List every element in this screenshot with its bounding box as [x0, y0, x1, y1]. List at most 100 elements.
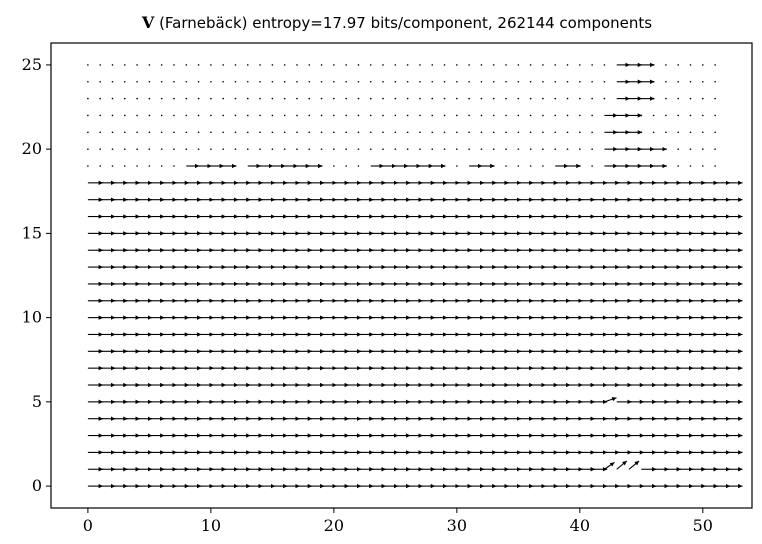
- flow-dot: [406, 114, 409, 117]
- flow-dot: [554, 80, 557, 83]
- flow-dot: [677, 114, 680, 117]
- flow-dot: [357, 148, 360, 150]
- flow-dot: [111, 97, 114, 100]
- flow-dot: [197, 148, 200, 150]
- flow-dot: [99, 148, 101, 150]
- flow-dot: [148, 114, 151, 117]
- chart-title: V (Farnebäck) entropy=17.97 bits/compone…: [141, 13, 652, 32]
- flow-dot: [185, 148, 188, 150]
- flow-dot: [271, 97, 274, 100]
- flow-dot: [259, 114, 261, 117]
- flow-dot: [603, 80, 606, 83]
- flow-dot: [406, 80, 409, 83]
- flow-dot: [505, 114, 507, 117]
- flow-dot: [529, 131, 532, 134]
- flow-dot: [160, 131, 163, 134]
- flow-dot: [554, 131, 557, 134]
- flow-dot: [283, 80, 286, 83]
- flow-dot: [210, 80, 212, 83]
- flow-dot: [87, 131, 89, 134]
- flow-dot: [468, 97, 470, 100]
- flow-dot: [406, 148, 409, 150]
- flow-dot: [382, 148, 384, 150]
- flow-dot: [111, 114, 114, 117]
- flow-dot: [283, 97, 286, 100]
- flow-dot: [529, 80, 532, 83]
- flow-dot: [714, 131, 716, 134]
- flow-dot: [345, 131, 347, 134]
- flow-dot: [431, 64, 434, 66]
- flow-dot: [652, 80, 655, 83]
- flow-dot: [222, 114, 224, 117]
- flow-dot: [542, 64, 544, 66]
- y-tick-label: 25: [22, 55, 42, 74]
- flow-dot: [431, 131, 434, 134]
- flow-dot: [123, 131, 126, 134]
- flow-dot: [246, 64, 249, 66]
- flow-dot: [296, 131, 298, 134]
- flow-dot: [480, 80, 483, 83]
- flow-dot: [99, 97, 101, 100]
- flow-dot: [345, 64, 347, 66]
- flow-dot: [333, 131, 335, 134]
- flow-dot: [529, 64, 532, 66]
- flow-dot: [148, 97, 151, 100]
- flow-dot: [480, 114, 483, 117]
- flow-dot: [431, 97, 434, 100]
- flow-dot: [333, 97, 335, 100]
- flow-dot: [345, 80, 347, 83]
- flow-dot: [382, 64, 384, 66]
- flow-dot: [271, 114, 274, 117]
- flow-dot: [87, 64, 89, 66]
- flow-dot: [308, 148, 311, 150]
- flow-dot: [579, 97, 581, 100]
- chart-title-symbol: V: [141, 13, 155, 32]
- flow-dot: [677, 165, 680, 167]
- flow-dot: [665, 131, 667, 134]
- flow-dot: [505, 148, 507, 150]
- flow-dot: [259, 148, 261, 150]
- flow-dot: [714, 64, 716, 66]
- flow-dot: [345, 148, 347, 150]
- y-tick-label: 5: [32, 392, 42, 411]
- flow-dot: [517, 165, 520, 167]
- flow-dot: [529, 165, 532, 167]
- flow-dot: [505, 64, 507, 66]
- flow-dot: [542, 165, 544, 167]
- flow-dot: [702, 114, 704, 117]
- flow-dot: [357, 114, 360, 117]
- flow-dot: [702, 64, 704, 66]
- flow-dot: [320, 64, 323, 66]
- flow-dot: [554, 148, 557, 150]
- flow-dot: [87, 97, 89, 100]
- flow-dot: [308, 131, 311, 134]
- flow-dot: [222, 131, 224, 134]
- flow-dot: [492, 114, 495, 117]
- flow-dot: [665, 97, 667, 100]
- flow-dot: [689, 80, 692, 83]
- flow-dot: [296, 64, 298, 66]
- flow-dot: [246, 97, 249, 100]
- flow-dot: [665, 148, 667, 150]
- flow-dot: [652, 114, 655, 117]
- flow-dot: [87, 148, 89, 150]
- flow-dot: [357, 131, 360, 134]
- flow-dot: [505, 97, 507, 100]
- flow-dot: [394, 131, 397, 134]
- flow-dot: [492, 97, 495, 100]
- y-tick-label: 15: [22, 223, 42, 242]
- flow-dot: [136, 64, 138, 66]
- flow-dot: [505, 165, 507, 167]
- flow-dot: [283, 114, 286, 117]
- flow-dot: [517, 131, 520, 134]
- flow-dot: [111, 131, 114, 134]
- flow-dot: [406, 97, 409, 100]
- flow-dot: [566, 131, 569, 134]
- flow-dot: [529, 148, 532, 150]
- flow-dot: [87, 80, 89, 83]
- flow-dot: [197, 64, 200, 66]
- flow-dot: [369, 148, 372, 150]
- flow-dot: [480, 131, 483, 134]
- flow-dot: [222, 97, 224, 100]
- flow-dot: [136, 97, 138, 100]
